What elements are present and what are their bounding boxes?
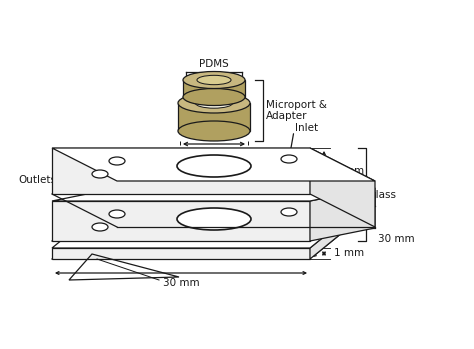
Polygon shape	[310, 188, 375, 241]
Ellipse shape	[178, 93, 250, 113]
Polygon shape	[178, 103, 250, 131]
Ellipse shape	[177, 208, 251, 230]
Text: Outlets: Outlets	[18, 175, 56, 185]
Polygon shape	[52, 201, 310, 241]
Ellipse shape	[183, 72, 245, 89]
Ellipse shape	[109, 210, 125, 218]
Ellipse shape	[109, 157, 125, 165]
Text: Inlet: Inlet	[295, 123, 318, 133]
Polygon shape	[52, 248, 310, 259]
Ellipse shape	[281, 155, 297, 163]
Polygon shape	[52, 195, 375, 248]
Ellipse shape	[177, 155, 251, 177]
Text: glass: glass	[369, 190, 396, 200]
Text: 30 mm: 30 mm	[163, 278, 199, 288]
Text: 3 mm: 3 mm	[334, 166, 364, 176]
Polygon shape	[310, 148, 375, 227]
Polygon shape	[52, 148, 375, 181]
Ellipse shape	[197, 75, 231, 85]
Polygon shape	[52, 148, 310, 194]
Ellipse shape	[183, 89, 245, 105]
Text: 3 mm: 3 mm	[199, 151, 229, 161]
Text: 1 mm: 1 mm	[334, 248, 364, 259]
Ellipse shape	[92, 170, 108, 178]
Ellipse shape	[92, 223, 108, 231]
Ellipse shape	[195, 98, 233, 108]
Ellipse shape	[281, 208, 297, 216]
Polygon shape	[183, 80, 245, 97]
Text: Microport &
Adapter: Microport & Adapter	[266, 100, 327, 121]
Polygon shape	[52, 188, 375, 201]
Ellipse shape	[178, 121, 250, 141]
Text: PDMS: PDMS	[199, 59, 229, 69]
Text: 30 mm: 30 mm	[378, 233, 415, 244]
Polygon shape	[310, 195, 375, 259]
